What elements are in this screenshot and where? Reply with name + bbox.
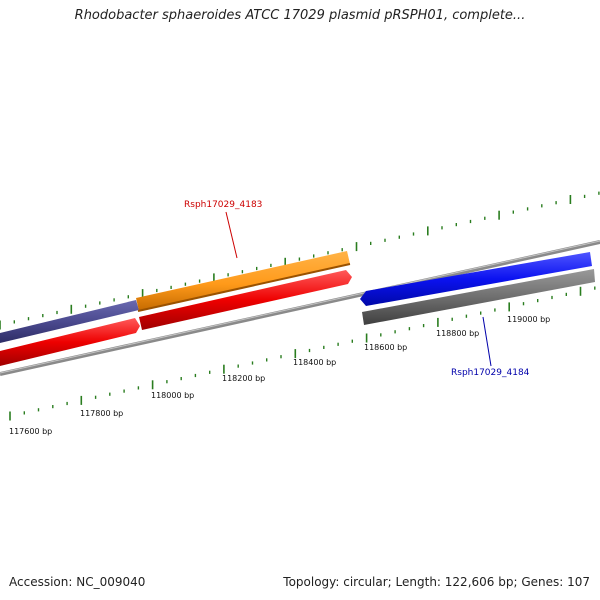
tick-label-118400: 118400 bp xyxy=(293,358,336,367)
tick-label-118000: 118000 bp xyxy=(151,391,194,400)
gene-label-4184[interactable]: Rsph17029_4184 xyxy=(451,368,530,378)
outer-tick-track xyxy=(0,191,600,330)
tick-label-117800: 117800 bp xyxy=(80,409,123,418)
tick-label-118600: 118600 bp xyxy=(364,343,407,352)
feature-orange-shadow xyxy=(137,263,351,312)
feature-blue[interactable] xyxy=(360,252,592,306)
tick-label-118800: 118800 bp xyxy=(436,329,479,338)
feature-navy[interactable] xyxy=(0,300,139,343)
gene-label-4183[interactable]: Rsph17029_4183 xyxy=(184,200,262,210)
gene-leader-4183 xyxy=(225,211,238,259)
accession-text: Accession: NC_009040 xyxy=(9,575,146,589)
feature-red-right[interactable] xyxy=(139,270,352,330)
map-title: Rhodobacter sphaeroides ATCC 17029 plasm… xyxy=(74,8,526,23)
tick-label-118200: 118200 bp xyxy=(222,374,265,383)
feature-red-left[interactable] xyxy=(0,318,140,366)
gene-leader-4184 xyxy=(482,316,492,367)
backbone-line xyxy=(0,240,600,376)
feature-gray[interactable] xyxy=(362,269,595,325)
tick-label-119000: 119000 bp xyxy=(507,315,550,324)
backbone-line-highlight xyxy=(0,240,600,374)
feature-orange[interactable] xyxy=(136,251,350,311)
inner-tick-track xyxy=(9,286,596,421)
topology-text: Topology: circular; Length: 122,606 bp; … xyxy=(283,575,590,589)
tick-label-117600: 117600 bp xyxy=(9,427,52,436)
